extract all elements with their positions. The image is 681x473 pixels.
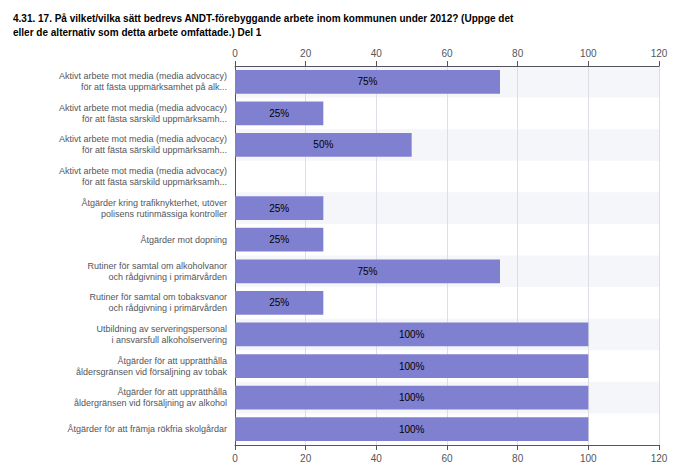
svg-text:25%: 25% xyxy=(269,108,289,119)
svg-text:Åtgärder mot dopning: Åtgärder mot dopning xyxy=(140,235,227,245)
svg-text:eller de alternativ som detta: eller de alternativ som detta arbete omf… xyxy=(13,27,262,38)
svg-text:och rådgivning i primärvården: och rådgivning i primärvården xyxy=(108,272,227,282)
svg-text:Utbildning av serveringsperson: Utbildning av serveringspersonal xyxy=(96,324,227,334)
svg-text:polisens rutinmässiga kontroll: polisens rutinmässiga kontroller xyxy=(101,209,227,219)
svg-text:Rutiner för samtal om tobaksva: Rutiner för samtal om tobaksvanor xyxy=(89,292,227,302)
svg-text:Rutiner för samtal om alkoholv: Rutiner för samtal om alkoholvanor xyxy=(87,261,227,271)
svg-text:25%: 25% xyxy=(269,297,289,308)
svg-text:för att fästa särskild uppmärk: för att fästa särskild uppmärksamh... xyxy=(82,177,227,187)
svg-text:Åtgärder för att upprätthålla: Åtgärder för att upprätthålla xyxy=(117,356,227,366)
svg-text:Åtgärder kring trafiknykterhet: Åtgärder kring trafiknykterhet, utöver xyxy=(81,198,227,208)
svg-text:100%: 100% xyxy=(399,329,425,340)
svg-text:för att fästa särskild uppmärk: för att fästa särskild uppmärksamh... xyxy=(82,114,227,124)
svg-text:Åtgärder för att upprätthålla: Åtgärder för att upprätthålla xyxy=(117,387,227,397)
svg-text:Aktivt arbete mot media (media: Aktivt arbete mot media (media advocacy) xyxy=(59,134,227,144)
svg-text:för att fästa särskild uppmärk: för att fästa särskild uppmärksamh... xyxy=(82,145,227,155)
svg-text:0: 0 xyxy=(232,48,238,59)
svg-text:50%: 50% xyxy=(313,139,333,150)
svg-text:25%: 25% xyxy=(269,234,289,245)
svg-text:i ansvarsfull alkoholservering: i ansvarsfull alkoholservering xyxy=(111,335,227,345)
svg-text:60: 60 xyxy=(441,453,453,464)
svg-text:20: 20 xyxy=(300,453,312,464)
svg-text:75%: 75% xyxy=(357,266,377,277)
svg-text:80: 80 xyxy=(512,48,524,59)
svg-text:100%: 100% xyxy=(399,424,425,435)
svg-text:25%: 25% xyxy=(269,203,289,214)
svg-text:75%: 75% xyxy=(357,76,377,87)
svg-text:120: 120 xyxy=(651,48,668,59)
svg-text:100: 100 xyxy=(580,48,597,59)
svg-text:Aktivt arbete mot media (media: Aktivt arbete mot media (media advocacy) xyxy=(59,103,227,113)
svg-text:100%: 100% xyxy=(399,361,425,372)
svg-text:40: 40 xyxy=(371,48,383,59)
svg-text:80: 80 xyxy=(512,453,524,464)
svg-text:40: 40 xyxy=(371,453,383,464)
svg-text:100: 100 xyxy=(580,453,597,464)
svg-text:60: 60 xyxy=(441,48,453,59)
svg-text:Aktivt arbete mot media (media: Aktivt arbete mot media (media advocacy) xyxy=(59,71,227,81)
svg-text:120: 120 xyxy=(651,453,668,464)
svg-text:20: 20 xyxy=(300,48,312,59)
svg-text:och rådgivning i primärvården: och rådgivning i primärvården xyxy=(108,303,227,313)
svg-text:Åtgärder för att främja rökfri: Åtgärder för att främja rökfria skolgård… xyxy=(67,424,227,434)
svg-text:Aktivt arbete mot media (media: Aktivt arbete mot media (media advocacy) xyxy=(59,166,227,176)
svg-text:åldersgränsen vid försäljning: åldersgränsen vid försäljning av tobak xyxy=(76,367,228,377)
svg-text:100%: 100% xyxy=(399,392,425,403)
svg-text:åldergränsen vid försäljning a: åldergränsen vid försäljning av alkohol xyxy=(74,398,227,408)
svg-text:4.31. 17. På vilket/vilka sätt: 4.31. 17. På vilket/vilka sätt bedrevs A… xyxy=(13,13,514,24)
svg-text:för att fästa uppmärksamhet på: för att fästa uppmärksamhet på alk... xyxy=(81,82,227,92)
svg-text:0: 0 xyxy=(232,453,238,464)
